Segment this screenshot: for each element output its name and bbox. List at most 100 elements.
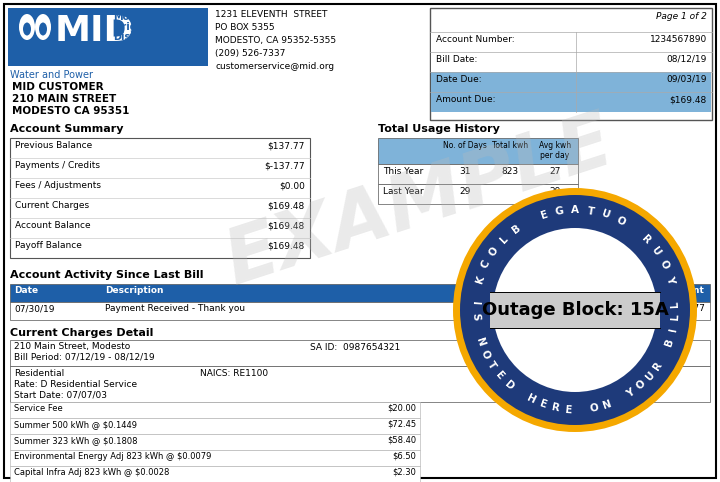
Text: EXAMPLE: EXAMPLE xyxy=(216,105,622,300)
Bar xyxy=(378,164,578,184)
Text: Account Balance: Account Balance xyxy=(15,221,91,230)
Bar xyxy=(431,92,711,112)
Text: customerservice@mid.org: customerservice@mid.org xyxy=(215,62,334,71)
Text: H: H xyxy=(525,393,537,406)
Text: Last Year: Last Year xyxy=(383,187,423,196)
Bar xyxy=(10,284,710,302)
Text: NAICS: RE1100: NAICS: RE1100 xyxy=(200,369,268,378)
Text: T: T xyxy=(486,360,498,371)
Text: Date: Date xyxy=(14,286,38,295)
Text: Environmental Energy Adj 823 kWh @ $0.0079: Environmental Energy Adj 823 kWh @ $0.00… xyxy=(14,452,212,461)
Text: MID: MID xyxy=(55,14,135,48)
Text: L: L xyxy=(498,233,510,245)
Text: 210 MAIN STREET: 210 MAIN STREET xyxy=(12,94,116,104)
Text: R: R xyxy=(639,233,652,246)
Text: Bill Date:: Bill Date: xyxy=(436,55,477,64)
Text: Account Summary: Account Summary xyxy=(10,124,124,134)
Text: N: N xyxy=(601,399,613,411)
Bar xyxy=(10,340,710,366)
Text: G: G xyxy=(554,206,564,217)
Text: Current Charges Detail: Current Charges Detail xyxy=(10,328,153,338)
Text: Bill Period: 07/12/19 - 08/12/19: Bill Period: 07/12/19 - 08/12/19 xyxy=(14,353,155,362)
Text: Summer 323 kWh @ $0.1808: Summer 323 kWh @ $0.1808 xyxy=(14,436,138,445)
Bar xyxy=(431,32,711,52)
Bar xyxy=(8,8,208,66)
Text: 1231 ELEVENTH  STREET: 1231 ELEVENTH STREET xyxy=(215,10,328,19)
Text: Capital Infra Adj 823 kWh @ $0.0028: Capital Infra Adj 823 kWh @ $0.0028 xyxy=(14,468,169,477)
Text: O: O xyxy=(479,348,492,361)
Bar xyxy=(378,138,578,164)
Text: Total Usage History: Total Usage History xyxy=(378,124,500,134)
Text: B: B xyxy=(664,337,675,348)
Text: E: E xyxy=(564,404,572,415)
Text: U: U xyxy=(600,209,611,221)
Text: $169.48: $169.48 xyxy=(630,380,667,389)
Text: $0.00: $0.00 xyxy=(279,181,305,190)
Text: 31: 31 xyxy=(459,167,471,176)
Text: S: S xyxy=(470,312,480,321)
Ellipse shape xyxy=(19,14,35,40)
Text: 08/12/19: 08/12/19 xyxy=(667,55,707,64)
Text: Payoff Balance: Payoff Balance xyxy=(15,241,82,250)
Text: Avg kwh
per day: Avg kwh per day xyxy=(539,141,571,161)
Text: U: U xyxy=(644,369,657,382)
Text: Previous Balance: Previous Balance xyxy=(15,141,92,150)
Ellipse shape xyxy=(35,14,51,40)
Text: L: L xyxy=(670,300,680,307)
Bar xyxy=(490,292,660,328)
Text: $2.30: $2.30 xyxy=(392,468,416,477)
Text: Water and Power: Water and Power xyxy=(10,70,93,80)
Text: $20.00: $20.00 xyxy=(387,404,416,413)
Text: 210 Main Street, Modesto: 210 Main Street, Modesto xyxy=(14,342,130,351)
Bar xyxy=(431,72,711,92)
Text: 09/03/19: 09/03/19 xyxy=(667,75,707,84)
Text: Total Charge: Total Charge xyxy=(520,369,577,378)
Bar xyxy=(378,184,578,204)
Text: $58.40: $58.40 xyxy=(387,436,416,445)
Text: Page 1 of 2: Page 1 of 2 xyxy=(656,12,707,21)
Bar xyxy=(10,302,710,320)
Text: Fees / Adjustments: Fees / Adjustments xyxy=(15,181,101,190)
Text: $169.48: $169.48 xyxy=(268,241,305,250)
Text: I: I xyxy=(667,327,678,333)
Text: $6.50: $6.50 xyxy=(392,452,416,461)
Text: O: O xyxy=(657,258,670,271)
Text: E: E xyxy=(539,209,549,221)
Bar xyxy=(10,402,420,418)
Bar xyxy=(431,52,711,72)
Text: $72.45: $72.45 xyxy=(387,420,416,429)
Text: R: R xyxy=(551,402,560,414)
Text: PO BOX 5355: PO BOX 5355 xyxy=(215,23,274,32)
Text: Modesto: Modesto xyxy=(113,12,160,22)
Bar xyxy=(10,138,310,258)
Text: MODESTO, CA 95352-5355: MODESTO, CA 95352-5355 xyxy=(215,36,336,45)
Text: $-137.77: $-137.77 xyxy=(264,161,305,170)
Text: I: I xyxy=(470,301,480,306)
Text: $169.48: $169.48 xyxy=(268,201,305,210)
Text: Start Date: 07/07/03: Start Date: 07/07/03 xyxy=(14,391,107,400)
Text: Amount Due:: Amount Due: xyxy=(436,95,495,104)
Text: $169.48: $169.48 xyxy=(268,221,305,230)
Text: D: D xyxy=(503,378,516,392)
Circle shape xyxy=(453,188,697,432)
Text: Residential: Residential xyxy=(14,369,64,378)
Text: O: O xyxy=(614,214,626,228)
Text: -137.77: -137.77 xyxy=(670,304,705,313)
Text: Total kwh: Total kwh xyxy=(492,141,528,150)
Text: K: K xyxy=(474,274,486,284)
Text: This Year: This Year xyxy=(383,167,423,176)
Text: District: District xyxy=(113,32,153,42)
Text: Y: Y xyxy=(665,274,676,284)
Text: SA ID:  0987654321: SA ID: 0987654321 xyxy=(310,344,400,352)
Text: A: A xyxy=(571,205,579,215)
Text: R: R xyxy=(652,360,665,372)
Text: Y: Y xyxy=(625,387,636,400)
Text: Summer 500 kWh @ $0.1449: Summer 500 kWh @ $0.1449 xyxy=(14,420,137,429)
Text: L: L xyxy=(670,313,680,320)
Text: Date Due:: Date Due: xyxy=(436,75,482,84)
Circle shape xyxy=(460,195,690,425)
Text: Current Charges: Current Charges xyxy=(15,201,89,210)
Text: Rate: D Residential Service: Rate: D Residential Service xyxy=(14,380,137,389)
Text: Irrigation: Irrigation xyxy=(113,22,165,32)
Text: O: O xyxy=(589,402,600,414)
